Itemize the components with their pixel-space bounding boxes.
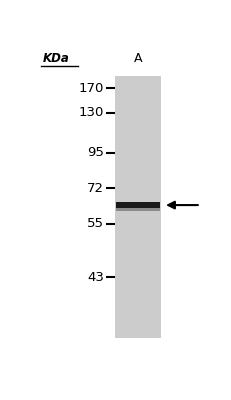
Bar [116,208,161,211]
Text: 95: 95 [87,146,104,159]
Text: 170: 170 [79,82,104,94]
Bar [115,76,161,338]
Text: 72: 72 [87,182,104,195]
Text: A: A [134,52,142,65]
Text: 43: 43 [87,271,104,284]
Text: 55: 55 [87,217,104,230]
Text: KDa: KDa [43,52,70,65]
Bar [116,202,161,208]
Text: 130: 130 [79,106,104,119]
